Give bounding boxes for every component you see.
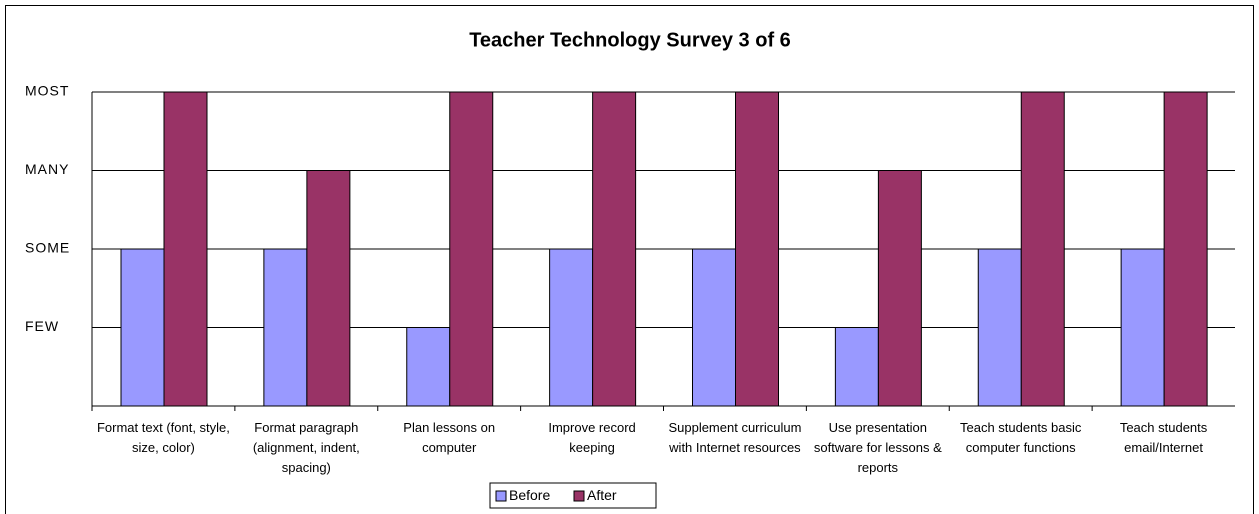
bar bbox=[692, 248, 736, 407]
bar bbox=[449, 91, 494, 407]
bar bbox=[163, 91, 208, 407]
bar bbox=[120, 248, 165, 407]
x-tick-label: Teach students email/Internet bbox=[1119, 420, 1208, 455]
x-tick-label: Supplement curriculum with Internet reso… bbox=[668, 420, 802, 455]
bar bbox=[406, 327, 451, 407]
x-tick-label: Use presentation software for lessons & … bbox=[813, 420, 942, 475]
y-tick-label: MOST bbox=[25, 83, 69, 99]
x-tick-label: Format text (font, style, size, color) bbox=[96, 420, 230, 455]
bar bbox=[263, 248, 308, 407]
bar bbox=[592, 91, 637, 407]
x-tick-label: Teach students basic computer functions bbox=[959, 420, 1082, 455]
y-tick-label: FEW bbox=[25, 318, 59, 334]
bar bbox=[1120, 248, 1165, 407]
legend-box bbox=[489, 482, 657, 509]
x-tick-label: Format paragraph (alignment, indent, spa… bbox=[252, 420, 360, 475]
bar bbox=[549, 248, 594, 407]
bar bbox=[1020, 91, 1065, 407]
chart-title: Teacher Technology Survey 3 of 6 bbox=[469, 29, 791, 51]
bar bbox=[735, 91, 779, 407]
x-tick-label: Plan lessons on computer bbox=[403, 420, 496, 455]
bar bbox=[977, 248, 1022, 407]
legend-label: Before bbox=[509, 487, 550, 503]
bar bbox=[877, 170, 922, 407]
bar bbox=[834, 327, 879, 407]
y-tick-label: MANY bbox=[25, 161, 69, 177]
legend-label: After bbox=[587, 487, 617, 503]
legend-swatch bbox=[495, 490, 507, 502]
bar bbox=[306, 170, 351, 407]
legend-swatch bbox=[573, 490, 585, 502]
bar bbox=[1163, 91, 1208, 407]
y-tick-label: SOME bbox=[25, 240, 70, 256]
x-tick-label: Improve record keeping bbox=[548, 420, 636, 455]
